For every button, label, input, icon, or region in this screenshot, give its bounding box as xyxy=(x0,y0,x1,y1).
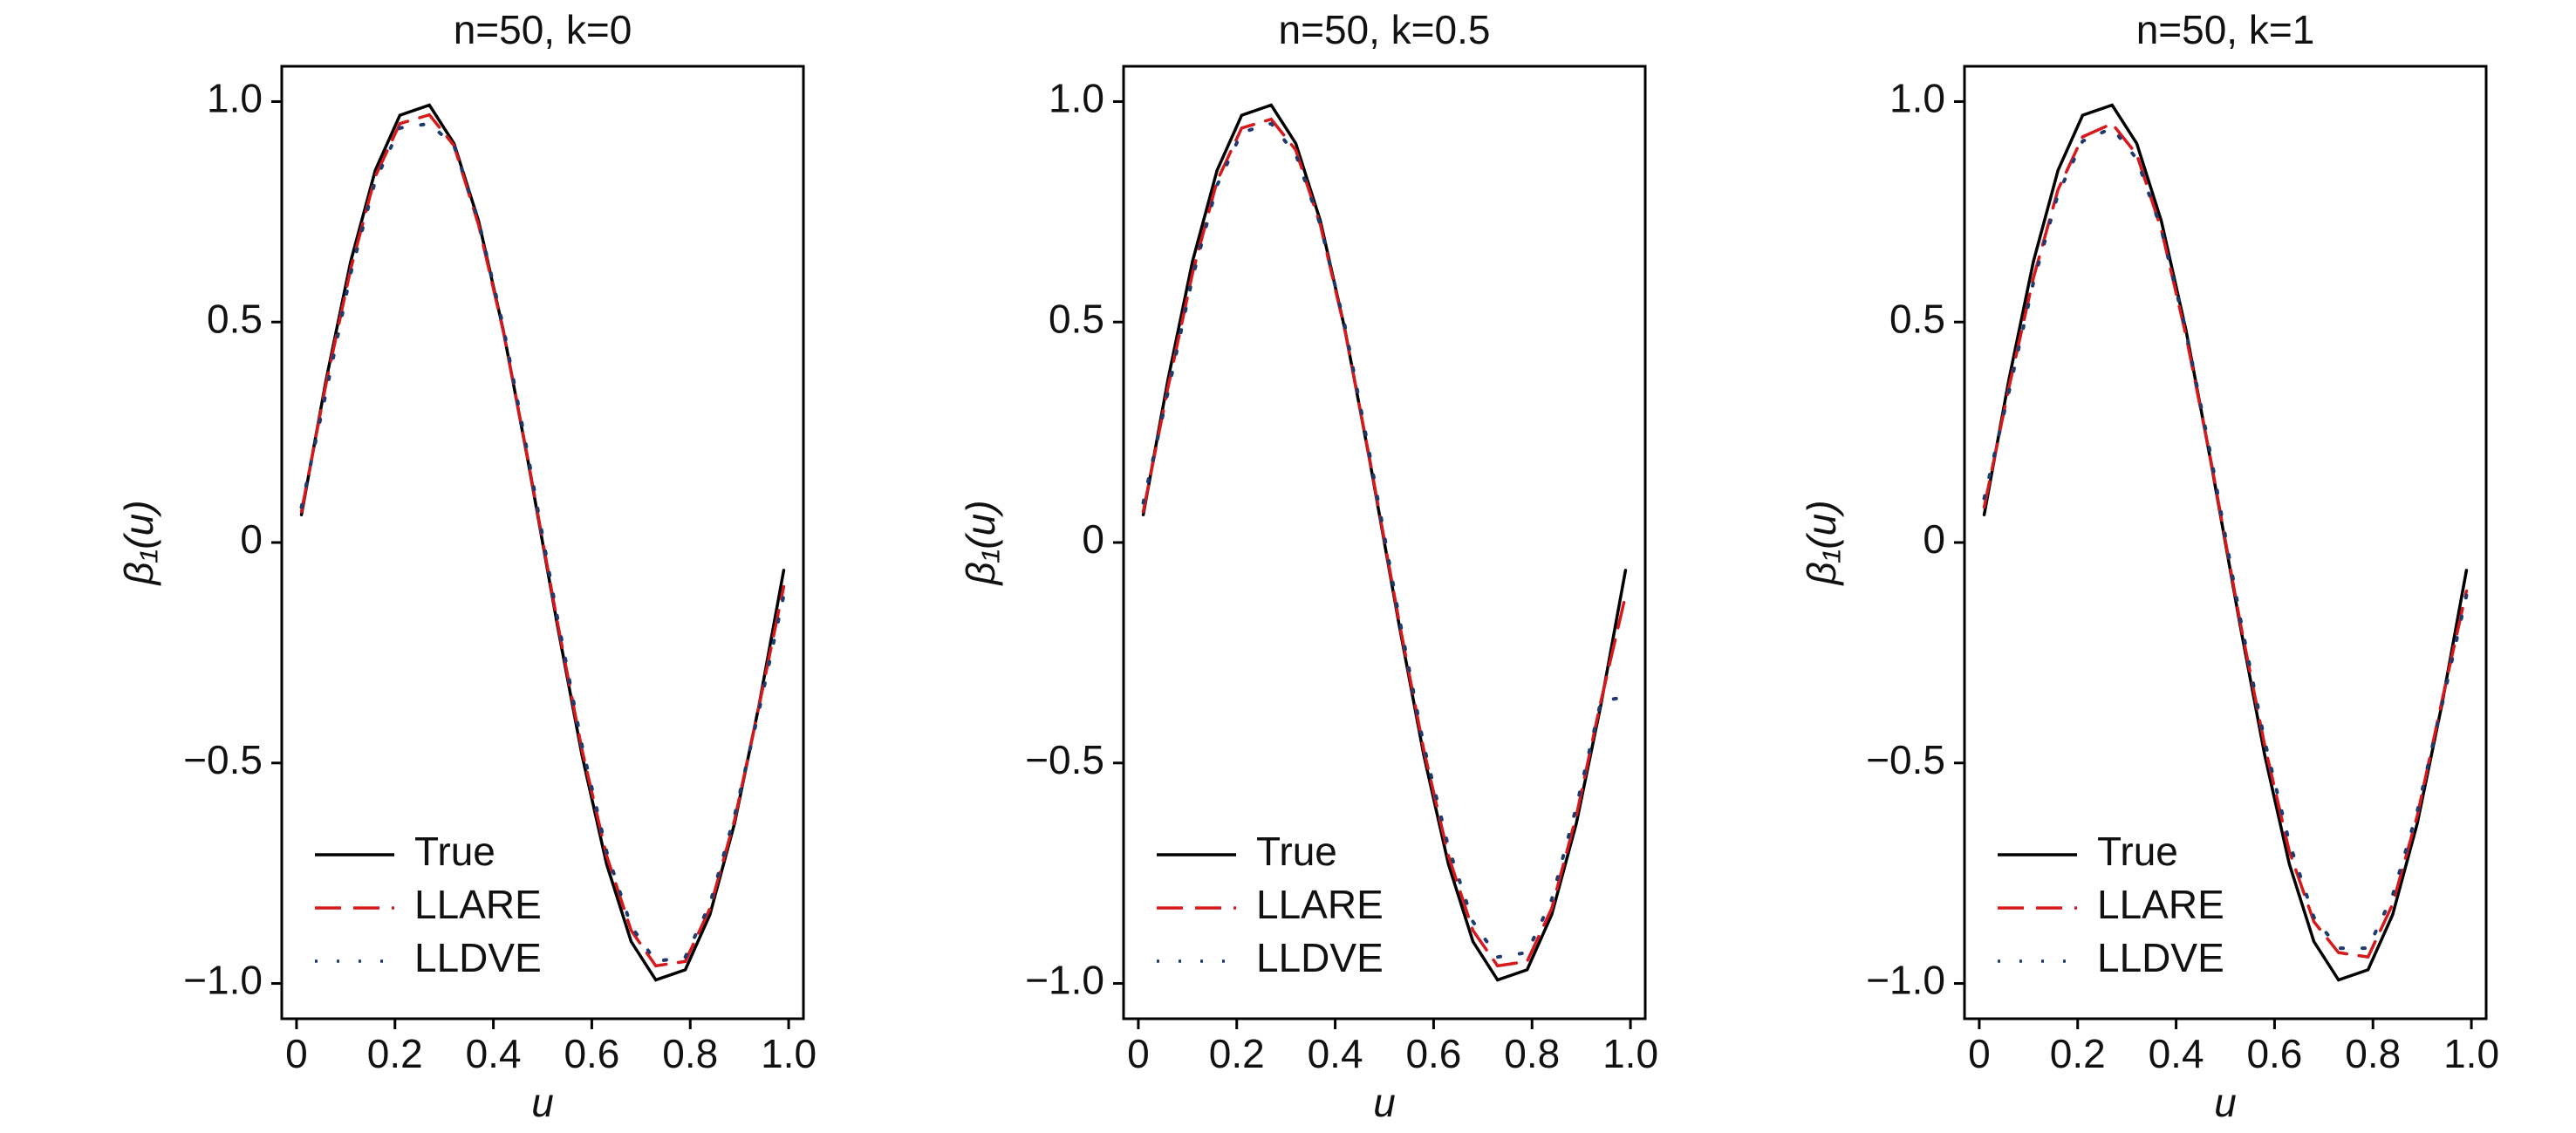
y-tick-label: 0 xyxy=(1082,516,1104,562)
y-axis-label: β₁(u) xyxy=(1799,500,1844,586)
x-tick-label: 0 xyxy=(1127,1031,1150,1076)
x-tick-label: 0 xyxy=(285,1031,308,1076)
x-tick-label: 0.2 xyxy=(367,1031,423,1076)
x-tick-label: 0.4 xyxy=(2149,1031,2204,1076)
x-tick-label: 0.6 xyxy=(2246,1031,2302,1076)
plot-frame xyxy=(280,65,805,1020)
data-line xyxy=(299,113,786,968)
legend-label: True xyxy=(1256,829,1337,874)
x-tick-label: 1.0 xyxy=(2443,1031,2499,1076)
x-axis-label: u xyxy=(1373,1080,1396,1125)
y-tick-label: −0.5 xyxy=(1025,737,1104,782)
y-tick-label: −1.0 xyxy=(1025,958,1104,1003)
data-line xyxy=(299,103,786,982)
legend-label: True xyxy=(2097,829,2178,874)
legend-label: LLDVE xyxy=(1256,935,1384,980)
legend-label: LLARE xyxy=(2097,882,2224,927)
x-tick-label: 0 xyxy=(1968,1031,1991,1076)
x-tick-label: 0.2 xyxy=(1209,1031,1265,1076)
legend-label: LLDVE xyxy=(414,935,542,980)
y-tick-label: 0.5 xyxy=(1889,296,1945,341)
data-line xyxy=(1141,121,1628,959)
legend-label: LLARE xyxy=(1256,882,1384,927)
y-tick-label: 0 xyxy=(1923,516,1945,562)
legend-label: True xyxy=(414,829,495,874)
y-axis-label: β₁(u) xyxy=(958,500,1003,586)
x-tick-label: 0.6 xyxy=(564,1031,619,1076)
chart-title: n=50, k=0.5 xyxy=(1279,7,1491,52)
y-tick-label: 1.0 xyxy=(207,76,263,121)
plot-frame xyxy=(1963,65,2488,1020)
y-tick-label: 0.5 xyxy=(1049,296,1104,341)
x-tick-label: 0.6 xyxy=(1405,1031,1461,1076)
data-line xyxy=(1982,121,2469,959)
y-tick-label: −0.5 xyxy=(1866,737,1945,782)
y-tick-label: −1.0 xyxy=(183,958,263,1003)
x-tick-label: 0.8 xyxy=(2345,1031,2401,1076)
x-tick-label: 0.4 xyxy=(466,1031,522,1076)
y-tick-label: 1.0 xyxy=(1049,76,1104,121)
plot-frame xyxy=(1122,65,1647,1020)
legend-label: LLDVE xyxy=(2097,935,2224,980)
panel: n=50, k=1 u β₁(u) −1.0 −0.5 0 0.5 1.0 0 0.2 0.4 0.6… xyxy=(1799,7,2499,1125)
chart-title: n=50, k=1 xyxy=(2136,7,2315,52)
x-tick-label: 0.4 xyxy=(1308,1031,1363,1076)
y-tick-label: 0.5 xyxy=(207,296,263,341)
chart-title: n=50, k=0 xyxy=(454,7,632,52)
y-tick-label: 0 xyxy=(240,516,263,562)
x-tick-label: 1.0 xyxy=(1602,1031,1658,1076)
x-tick-label: 0.8 xyxy=(1504,1031,1560,1076)
panel: n=50, k=0.5 u β₁(u) −1.0 −0.5 0 0.5 1.0 0 0.2 0.4 0… xyxy=(958,7,1658,1125)
x-tick-label: 1.0 xyxy=(761,1031,817,1076)
x-axis-label: u xyxy=(2214,1080,2237,1125)
y-tick-label: 1.0 xyxy=(1889,76,1945,121)
x-tick-label: 0.8 xyxy=(662,1031,718,1076)
y-tick-label: −0.5 xyxy=(183,737,263,782)
y-axis-label: β₁(u) xyxy=(116,500,161,586)
panel: n=50, k=0 u β₁(u) −1.0 −0.5 0 0.5 1.0 0 0.2 0.4 0.6… xyxy=(116,7,817,1125)
legend-label: LLARE xyxy=(414,882,542,927)
y-tick-label: −1.0 xyxy=(1866,958,1945,1003)
data-line xyxy=(1982,126,2469,951)
x-tick-label: 0.2 xyxy=(2050,1031,2106,1076)
x-axis-label: u xyxy=(531,1080,554,1125)
